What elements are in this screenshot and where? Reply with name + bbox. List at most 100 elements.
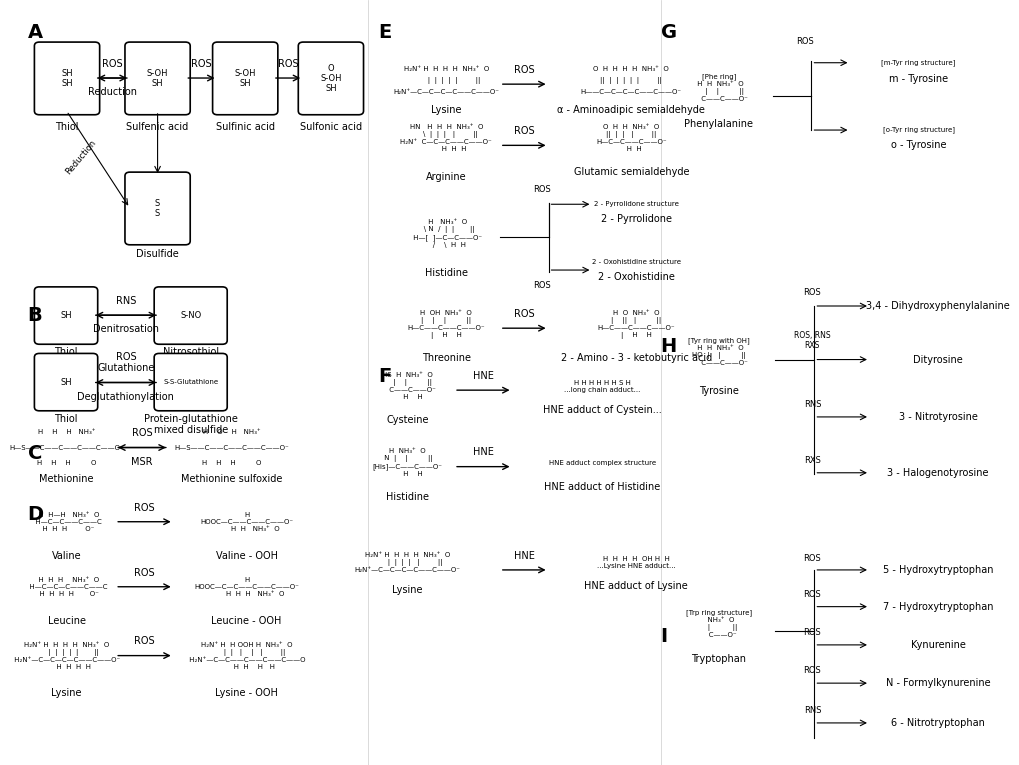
Text: H  OH  NH₃⁺  O
|    |    |         ||
H—C——C——C——O⁻
|    H    H: H OH NH₃⁺ O | | | || H—C——C——C——O⁻ | H H	[407, 310, 485, 339]
FancyBboxPatch shape	[154, 287, 227, 344]
Text: S-OH
SH: S-OH SH	[234, 69, 256, 88]
Text: H  H  H  H  OH H  H
...Lysine HNE adduct...: H H H H OH H H ...Lysine HNE adduct...	[596, 556, 675, 568]
Text: Glutamic semialdehyde: Glutamic semialdehyde	[573, 167, 689, 177]
Text: ROS: ROS	[803, 666, 820, 675]
Text: |  |  |  |  |        ||: | | | | | ||	[412, 76, 480, 84]
Text: Lysine: Lysine	[51, 688, 82, 698]
Text: H  H—H   NH₃⁺  O
  H—C—C——C——C
  H  H  H        O⁻: H H—H NH₃⁺ O H—C—C——C——C H H H O⁻	[32, 512, 102, 532]
Text: F: F	[378, 367, 391, 386]
Text: RNS: RNS	[803, 706, 820, 715]
Text: B: B	[28, 306, 43, 325]
Text: G: G	[660, 23, 676, 42]
Text: ROS: ROS	[514, 65, 534, 75]
Text: C: C	[28, 444, 42, 463]
Text: Dityrosine: Dityrosine	[912, 354, 962, 365]
Text: H₂N⁺ H  H  H  H  NH₃⁺  O
       |  |  |  |   |        ||
H₂N⁺—C—C—C—C——C——O⁻: H₂N⁺ H H H H NH₃⁺ O | | | | | || H₂N⁺—C—…	[354, 552, 460, 573]
Text: H H H H H H S H
...long chain adduct...: H H H H H H S H ...long chain adduct...	[564, 380, 640, 392]
Text: [Tyr ring with OH]
 H  H  NH₃⁺  O
HO  |    |         ||
     C——C——O⁻: [Tyr ring with OH] H H NH₃⁺ O HO | | || …	[688, 337, 749, 366]
Text: [Trp ring structure]
  NH₃⁺  O
   |          ||
   C——O⁻: [Trp ring structure] NH₃⁺ O | || C——O⁻	[685, 609, 751, 638]
Text: HNE: HNE	[473, 371, 493, 381]
Text: 3 - Halogenotyrosine: 3 - Halogenotyrosine	[887, 467, 987, 478]
Text: ROS: ROS	[514, 309, 534, 319]
Text: 2 - Pyrrolidone structure: 2 - Pyrrolidone structure	[593, 201, 678, 207]
Text: H    O    H   NH₃⁺: H O H NH₃⁺	[203, 429, 261, 435]
Text: Thiol: Thiol	[55, 122, 78, 132]
Text: H—S——C——C——C——C——O⁻: H—S——C——C——C——C——O⁻	[174, 444, 289, 451]
Text: H  O  NH₃⁺  O
|    ||   |         ||
H—C——C——C——O⁻
|    H    H: H O NH₃⁺ O | || | || H—C——C——C——O⁻ | H H	[597, 310, 675, 339]
Text: ROS: ROS	[131, 428, 152, 438]
Text: m - Tyrosine: m - Tyrosine	[889, 74, 948, 84]
Text: Deglutathionylation: Deglutathionylation	[77, 392, 174, 402]
Text: 3 - Nitrotyrosine: 3 - Nitrotyrosine	[898, 412, 976, 422]
Text: ROS: ROS	[803, 628, 820, 637]
Text: Leucine: Leucine	[48, 616, 86, 626]
Text: H  NH₃⁺  O
 N  |    |         ||
[His]—C——C——O⁻
     H    H: H NH₃⁺ O N | | || [His]—C——C——O⁻ H H	[372, 448, 442, 477]
Text: Valine - OOH: Valine - OOH	[215, 551, 277, 561]
Text: H——C—C—C—C——C——O⁻: H——C—C—C—C——C——O⁻	[580, 89, 682, 95]
Text: ||  |  |  |  |  |        ||: || | | | | | ||	[600, 76, 661, 84]
FancyBboxPatch shape	[35, 42, 100, 115]
Text: S-NO: S-NO	[180, 311, 201, 320]
Text: ROS: ROS	[532, 281, 550, 290]
Text: HNE adduct of Cystein...: HNE adduct of Cystein...	[542, 405, 661, 415]
Text: ROS: ROS	[514, 126, 534, 136]
Text: S-S-Glutathione: S-S-Glutathione	[163, 379, 218, 385]
Text: H₂N⁺ H  H  H  H  NH₃⁺  O: H₂N⁺ H H H H NH₃⁺ O	[404, 66, 488, 72]
Text: ROS: ROS	[133, 568, 155, 578]
Text: H: H	[660, 337, 677, 356]
Text: ROS: ROS	[803, 554, 820, 563]
Text: RNS: RNS	[803, 400, 820, 409]
Text: α - Aminoadipic semialdehyde: α - Aminoadipic semialdehyde	[556, 105, 704, 115]
Text: SH
SH: SH SH	[61, 69, 72, 88]
Text: Denitrosation: Denitrosation	[93, 324, 159, 334]
Text: H  H  H    NH₃⁺  O
  H—C—C—C——C——C
  H  H  H  H       O⁻: H H H NH₃⁺ O H—C—C—C——C——C H H H H O⁻	[25, 577, 108, 597]
Text: Lysine - OOH: Lysine - OOH	[215, 688, 278, 698]
Text: O
S-OH
SH: O S-OH SH	[320, 63, 341, 93]
Text: Phenylalanine: Phenylalanine	[684, 119, 753, 129]
Text: E: E	[378, 23, 391, 42]
Text: SH: SH	[60, 378, 71, 386]
Text: H₂N⁺ H  H  H  H  NH₃⁺  O
      |  |  |  |  |       ||
 H₂N⁺—C—C—C—C——C——O⁻
     : H₂N⁺ H H H H NH₃⁺ O | | | | | || H₂N⁺—C—…	[12, 642, 120, 669]
Text: Methionine: Methionine	[40, 474, 94, 484]
Text: Thiol: Thiol	[54, 347, 77, 357]
Text: HNE: HNE	[473, 448, 493, 457]
Text: Thiol: Thiol	[54, 414, 77, 424]
FancyBboxPatch shape	[212, 42, 277, 115]
Text: 2 - Oxohistidine structure: 2 - Oxohistidine structure	[591, 259, 680, 265]
Text: Sulfonic acid: Sulfonic acid	[300, 122, 362, 132]
Text: HNE: HNE	[514, 551, 534, 561]
Text: ROS: ROS	[133, 503, 155, 513]
Text: Methionine sulfoxide: Methionine sulfoxide	[181, 474, 282, 484]
Text: O  H  H  NH₃⁺  O
||  |  |   |        ||
H—C—C——C——O⁻
   H  H: O H H NH₃⁺ O || | | | || H—C—C——C——O⁻ H …	[595, 124, 666, 151]
Text: S-OH
SH: S-OH SH	[147, 69, 168, 88]
Text: I: I	[660, 627, 667, 646]
Text: Valine: Valine	[52, 551, 82, 561]
Text: H    H    H   NH₃⁺: H H H NH₃⁺	[38, 429, 95, 435]
Text: H—S——C——C——C——C——O⁻: H—S——C——C——C——C——O⁻	[9, 444, 123, 451]
Text: N - Formylkynurenine: N - Formylkynurenine	[884, 678, 989, 688]
Text: H
HOOC—C—C——C——C——O⁻
        H  H  H   NH₃⁺  O: H HOOC—C—C——C——C——O⁻ H H H NH₃⁺ O	[194, 577, 299, 597]
Text: Reduction: Reduction	[64, 138, 98, 176]
Text: 5 - Hydroxytryptophan: 5 - Hydroxytryptophan	[881, 565, 993, 575]
Text: ROS
Glutathione: ROS Glutathione	[97, 352, 155, 373]
Text: ROS, RNS
RXS: ROS, RNS RXS	[794, 330, 829, 350]
Text: Arginine: Arginine	[426, 172, 466, 182]
Text: RXS: RXS	[803, 456, 820, 465]
Text: Tryptophan: Tryptophan	[691, 654, 746, 664]
Text: Histidine: Histidine	[385, 492, 428, 502]
Text: Cysteine: Cysteine	[386, 415, 428, 425]
Text: Sulfenic acid: Sulfenic acid	[126, 122, 189, 132]
Text: HS  H  NH₃⁺  O
     |    |         ||
     C——C——O⁻
     H    H: HS H NH₃⁺ O | | || C——C——O⁻ H H	[378, 373, 436, 400]
Text: Kynurenine: Kynurenine	[910, 640, 965, 650]
FancyBboxPatch shape	[154, 353, 227, 411]
Text: Sulfinic acid: Sulfinic acid	[215, 122, 274, 132]
Text: SH: SH	[60, 311, 71, 320]
Text: Lysine: Lysine	[431, 105, 462, 115]
Text: H    H    H         O: H H H O	[37, 460, 96, 466]
FancyBboxPatch shape	[35, 287, 98, 344]
Text: Protein-glutathione
mixed disulfide: Protein-glutathione mixed disulfide	[144, 414, 237, 435]
Text: Lysine: Lysine	[391, 585, 422, 595]
Text: Histidine: Histidine	[424, 268, 468, 278]
Text: D: D	[28, 505, 44, 524]
Text: H   NH₃⁺  O
   \ N  /  |  |       ||
 H—[  ]—C—C——O⁻
   /    \  H  H: H NH₃⁺ O \ N / | | || H—[ ]—C—C——O⁻ / \ …	[411, 219, 481, 248]
